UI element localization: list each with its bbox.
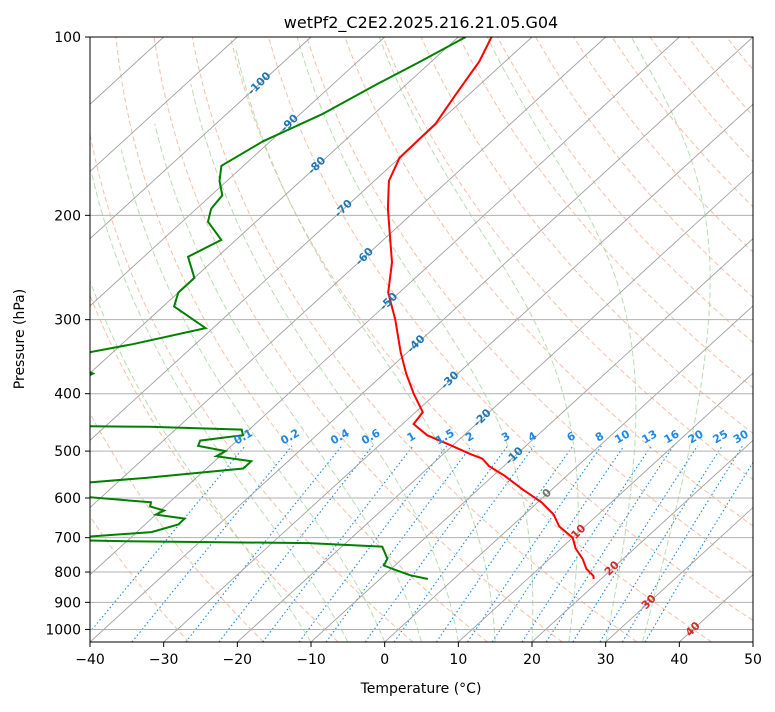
x-tick-label: −10 [296,652,326,668]
x-tick-label: 50 [744,652,762,668]
chart-title: wetPf2_C2E2.2025.216.21.05.G04 [284,13,558,33]
y-tick-label: 100 [54,30,81,46]
y-tick-label: 400 [54,387,81,403]
x-tick-label: 20 [523,652,541,668]
y-tick-label: 700 [54,531,81,547]
x-axis-label: Temperature (°C) [360,681,482,697]
x-tick-label: −40 [75,652,105,668]
y-tick-label: 800 [54,565,81,581]
y-tick-label: 900 [54,595,81,611]
y-tick-label: 500 [54,444,81,460]
y-axis-label: Pressure (hPa) [12,289,28,389]
x-tick-label: 30 [597,652,615,668]
y-tick-label: 300 [54,313,81,329]
y-tick-label: 1000 [45,622,81,638]
y-tick-label: 200 [54,208,81,224]
y-tick-label: 600 [54,491,81,507]
x-tick-label: −20 [223,652,253,668]
x-tick-label: 10 [449,652,467,668]
x-tick-label: 40 [670,652,688,668]
x-tick-label: 0 [380,652,389,668]
x-tick-label: −30 [149,652,179,668]
